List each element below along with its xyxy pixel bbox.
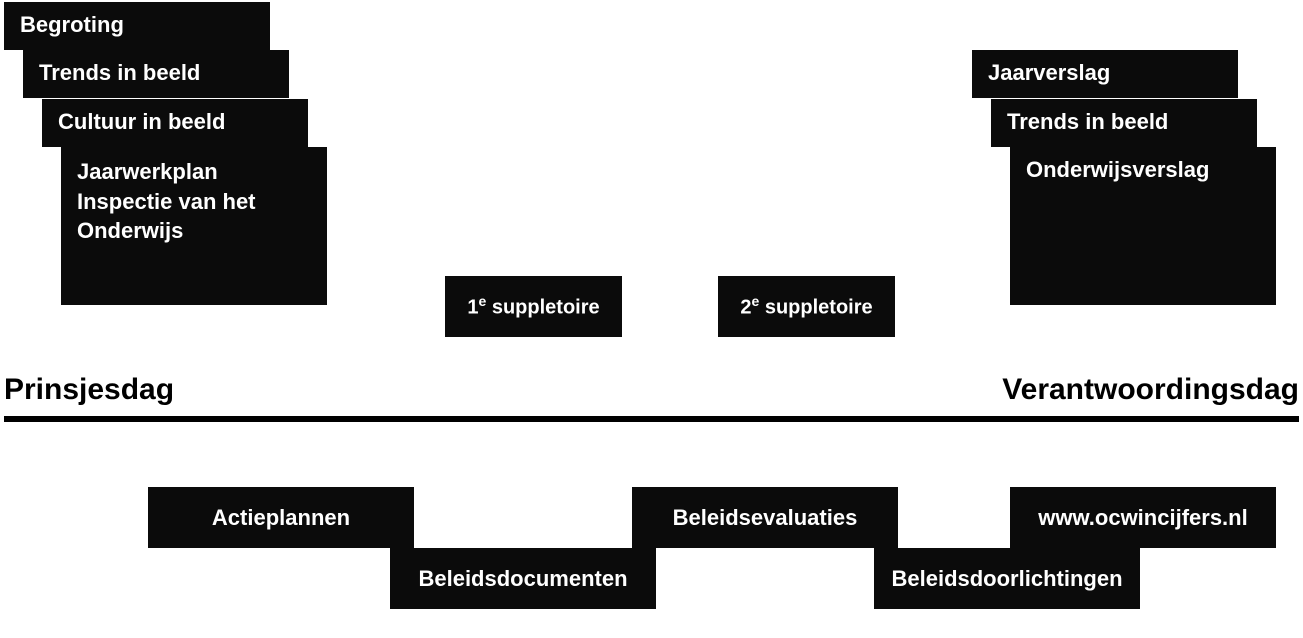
left-card-1: Trends in beeld (23, 50, 289, 98)
right-card-2: Onderwijsverslag (1010, 147, 1276, 305)
bottom-actieplannen: Actieplannen (148, 487, 414, 548)
right-card-1: Trends in beeld (991, 99, 1257, 147)
left-card-3: Jaarwerkplan Inspectie van het Onderwijs (61, 147, 327, 305)
bottom-beleidsdoorlichtingen: Beleidsdoorlichtingen (874, 548, 1140, 609)
suppletoire-2-label: 2e suppletoire (740, 293, 872, 320)
suppletoire-1-label: 1e suppletoire (467, 293, 599, 320)
bottom-actieplannen-label: Actieplannen (212, 505, 350, 531)
bottom-beleidsdoorlichtingen-label: Beleidsdoorlichtingen (891, 566, 1122, 592)
bottom-beleidsevaluaties-label: Beleidsevaluaties (673, 505, 858, 531)
left-card-0: Begroting (4, 2, 270, 50)
left-card-2-label: Cultuur in beeld (58, 109, 225, 134)
left-card-3-label: Jaarwerkplan Inspectie van het Onderwijs (77, 159, 256, 243)
bottom-beleidsevaluaties: Beleidsevaluaties (632, 487, 898, 548)
left-card-2: Cultuur in beeld (42, 99, 308, 147)
timeline-bar (4, 416, 1299, 422)
bottom-ocwincijfers-label: www.ocwincijfers.nl (1038, 505, 1247, 531)
right-card-0-label: Jaarverslag (988, 60, 1110, 85)
right-card-0: Jaarverslag (972, 50, 1238, 98)
bottom-beleidsdocumenten-label: Beleidsdocumenten (418, 566, 627, 592)
bottom-beleidsdocumenten: Beleidsdocumenten (390, 548, 656, 609)
axis-label-left: Prinsjesdag (4, 373, 174, 407)
left-card-1-label: Trends in beeld (39, 60, 200, 85)
right-card-1-label: Trends in beeld (1007, 109, 1168, 134)
left-card-0-label: Begroting (20, 12, 124, 37)
axis-label-right: Verantwoordingsdag (953, 373, 1299, 407)
suppletoire-2: 2e suppletoire (718, 276, 895, 337)
right-card-2-label: Onderwijsverslag (1026, 157, 1209, 182)
suppletoire-1: 1e suppletoire (445, 276, 622, 337)
bottom-ocwincijfers: www.ocwincijfers.nl (1010, 487, 1276, 548)
